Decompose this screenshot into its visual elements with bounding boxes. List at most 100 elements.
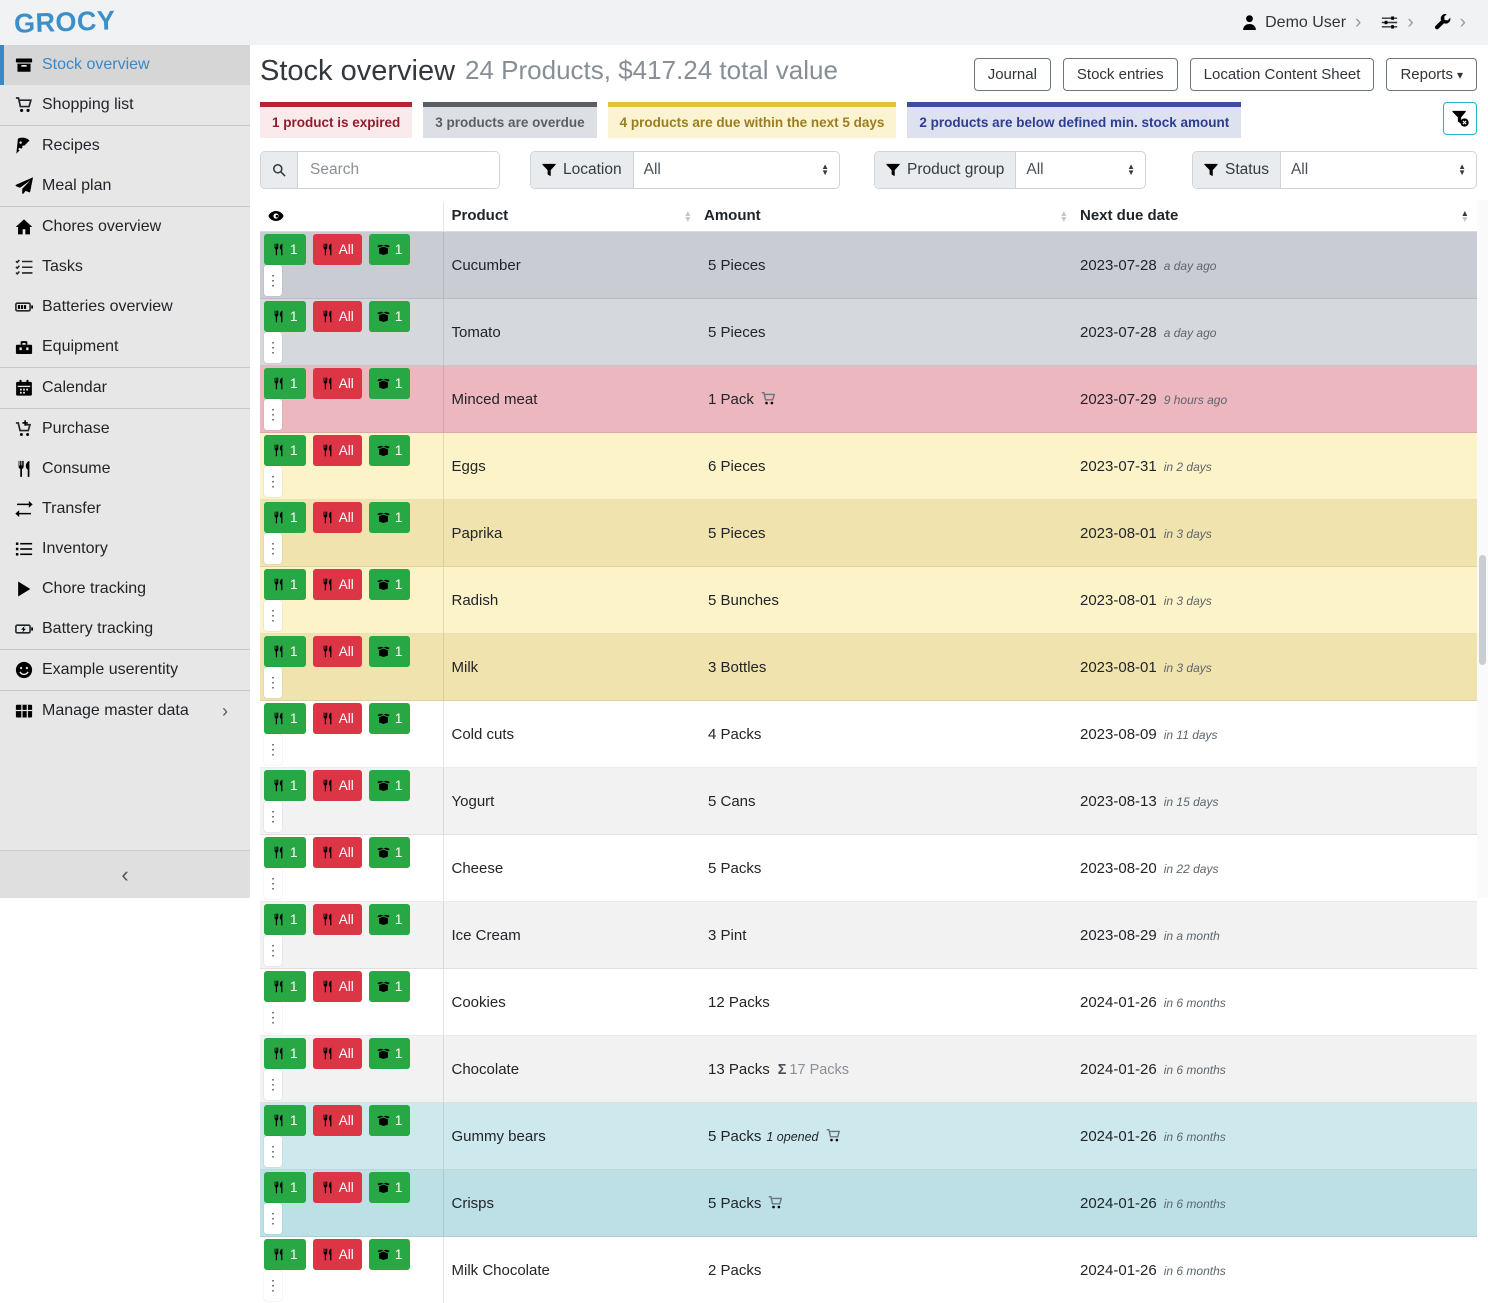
consume-all-button[interactable]: All xyxy=(313,770,362,801)
journal-button[interactable]: Journal xyxy=(974,58,1051,91)
consume-all-button[interactable]: All xyxy=(313,971,362,1002)
consume-all-button[interactable]: All xyxy=(313,234,362,265)
grocy-logo[interactable]: GROCY xyxy=(13,5,116,40)
consume-one-button[interactable]: 1 xyxy=(264,1105,306,1136)
sidebar-collapse-button[interactable]: ‹ xyxy=(0,850,250,898)
row-menu-button[interactable]: ⋮ xyxy=(264,533,282,564)
consume-all-button[interactable]: All xyxy=(313,1038,362,1069)
consume-one-button[interactable]: 1 xyxy=(264,435,306,466)
sidebar-item-transfer[interactable]: Transfer xyxy=(0,489,250,529)
open-one-button[interactable]: 1 xyxy=(369,837,411,868)
status-banner[interactable]: 3 products are overdue xyxy=(423,102,596,138)
open-one-button[interactable]: 1 xyxy=(369,234,411,265)
column-header-amount[interactable]: Amount ▲▼ xyxy=(700,202,1076,232)
search-input[interactable] xyxy=(298,152,499,188)
consume-all-button[interactable]: All xyxy=(313,837,362,868)
consume-one-button[interactable]: 1 xyxy=(264,301,306,332)
clear-filters-button[interactable] xyxy=(1443,102,1477,135)
settings-menu[interactable]: › xyxy=(1381,13,1413,32)
row-menu-button[interactable]: ⋮ xyxy=(264,868,282,899)
filter-select[interactable]: All ▲▼ xyxy=(1016,152,1145,188)
open-one-button[interactable]: 1 xyxy=(369,435,411,466)
open-one-button[interactable]: 1 xyxy=(369,368,411,399)
consume-all-button[interactable]: All xyxy=(313,368,362,399)
consume-one-button[interactable]: 1 xyxy=(264,971,306,1002)
open-one-button[interactable]: 1 xyxy=(369,636,411,667)
sidebar-item-battery-tracking[interactable]: Battery tracking xyxy=(0,609,250,649)
sidebar-item-calendar[interactable]: Calendar xyxy=(0,368,250,408)
consume-all-button[interactable]: All xyxy=(313,1239,362,1270)
consume-one-button[interactable]: 1 xyxy=(264,770,306,801)
filter-select[interactable]: All ▲▼ xyxy=(634,152,839,188)
status-banner[interactable]: 1 product is expired xyxy=(260,102,412,138)
sidebar-item-batteries-overview[interactable]: Batteries overview xyxy=(0,287,250,327)
consume-all-button[interactable]: All xyxy=(313,636,362,667)
row-menu-button[interactable]: ⋮ xyxy=(264,399,282,430)
consume-one-button[interactable]: 1 xyxy=(264,703,306,734)
open-one-button[interactable]: 1 xyxy=(369,1105,411,1136)
column-header-next-due-date[interactable]: Next due date ▲▼ xyxy=(1076,202,1477,232)
sidebar-item-manage-master-data[interactable]: Manage master data › xyxy=(0,691,250,731)
location-content-sheet-button[interactable]: Location Content Sheet xyxy=(1190,58,1375,91)
sidebar-item-shopping-list[interactable]: Shopping list xyxy=(0,85,250,125)
consume-one-button[interactable]: 1 xyxy=(264,636,306,667)
row-menu-button[interactable]: ⋮ xyxy=(264,1136,282,1167)
sidebar-item-equipment[interactable]: Equipment xyxy=(0,327,250,367)
sidebar-item-meal-plan[interactable]: Meal plan xyxy=(0,166,250,206)
row-menu-button[interactable]: ⋮ xyxy=(264,332,282,363)
sidebar-item-stock-overview[interactable]: Stock overview xyxy=(0,45,250,85)
sidebar-item-inventory[interactable]: Inventory xyxy=(0,529,250,569)
admin-menu[interactable]: › xyxy=(1434,13,1466,32)
open-one-button[interactable]: 1 xyxy=(369,971,411,1002)
sidebar-item-consume[interactable]: Consume xyxy=(0,449,250,489)
open-one-button[interactable]: 1 xyxy=(369,1038,411,1069)
row-menu-button[interactable]: ⋮ xyxy=(264,466,282,497)
open-one-button[interactable]: 1 xyxy=(369,904,411,935)
open-one-button[interactable]: 1 xyxy=(369,1239,411,1270)
consume-one-button[interactable]: 1 xyxy=(264,1239,306,1270)
status-banner[interactable]: 4 products are due within the next 5 day… xyxy=(608,102,897,138)
consume-one-button[interactable]: 1 xyxy=(264,502,306,533)
row-menu-button[interactable]: ⋮ xyxy=(264,801,282,832)
open-one-button[interactable]: 1 xyxy=(369,1172,411,1203)
consume-one-button[interactable]: 1 xyxy=(264,837,306,868)
open-one-button[interactable]: 1 xyxy=(369,301,411,332)
consume-one-button[interactable]: 1 xyxy=(264,234,306,265)
row-menu-button[interactable]: ⋮ xyxy=(264,734,282,765)
consume-all-button[interactable]: All xyxy=(313,569,362,600)
row-menu-button[interactable]: ⋮ xyxy=(264,600,282,631)
consume-one-button[interactable]: 1 xyxy=(264,1038,306,1069)
consume-one-button[interactable]: 1 xyxy=(264,904,306,935)
sidebar-item-recipes[interactable]: Recipes xyxy=(0,126,250,166)
consume-all-button[interactable]: All xyxy=(313,703,362,734)
consume-one-button[interactable]: 1 xyxy=(264,1172,306,1203)
sidebar-item-purchase[interactable]: Purchase xyxy=(0,409,250,449)
consume-all-button[interactable]: All xyxy=(313,301,362,332)
row-menu-button[interactable]: ⋮ xyxy=(264,1203,282,1234)
sidebar-item-chores-overview[interactable]: Chores overview xyxy=(0,207,250,247)
sidebar-item-example-userentity[interactable]: Example userentity xyxy=(0,650,250,690)
consume-all-button[interactable]: All xyxy=(313,1105,362,1136)
stock-entries-button[interactable]: Stock entries xyxy=(1063,58,1178,91)
user-menu[interactable]: Demo User › xyxy=(1241,13,1361,32)
sidebar-item-tasks[interactable]: Tasks xyxy=(0,247,250,287)
consume-one-button[interactable]: 1 xyxy=(264,368,306,399)
open-one-button[interactable]: 1 xyxy=(369,770,411,801)
consume-one-button[interactable]: 1 xyxy=(264,569,306,600)
row-menu-button[interactable]: ⋮ xyxy=(264,265,282,296)
row-menu-button[interactable]: ⋮ xyxy=(264,667,282,698)
filter-select[interactable]: All ▲▼ xyxy=(1281,152,1476,188)
reports-button[interactable]: Reports▾ xyxy=(1386,58,1477,91)
row-menu-button[interactable]: ⋮ xyxy=(264,1069,282,1100)
consume-all-button[interactable]: All xyxy=(313,435,362,466)
consume-all-button[interactable]: All xyxy=(313,502,362,533)
open-one-button[interactable]: 1 xyxy=(369,703,411,734)
status-banner[interactable]: 2 products are below defined min. stock … xyxy=(907,102,1241,138)
row-menu-button[interactable]: ⋮ xyxy=(264,1002,282,1033)
row-menu-button[interactable]: ⋮ xyxy=(264,1270,282,1301)
open-one-button[interactable]: 1 xyxy=(369,569,411,600)
consume-all-button[interactable]: All xyxy=(313,1172,362,1203)
sidebar-item-chore-tracking[interactable]: Chore tracking xyxy=(0,569,250,609)
row-menu-button[interactable]: ⋮ xyxy=(264,935,282,966)
consume-all-button[interactable]: All xyxy=(313,904,362,935)
